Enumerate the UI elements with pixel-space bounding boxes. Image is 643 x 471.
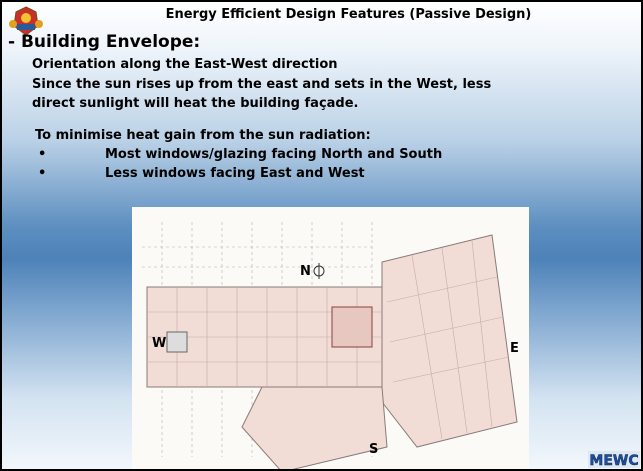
bullet-text: Less windows facing East and West: [105, 166, 365, 181]
floor-plan: N W E S: [132, 207, 529, 469]
bullet-dot: •: [38, 147, 47, 162]
compass-east: E: [510, 341, 519, 356]
compass-north: N: [300, 264, 311, 279]
section-heading: - Building Envelope:: [8, 32, 201, 52]
logo-text: MEWC: [589, 453, 638, 469]
body-line: direct sunlight will heat the building f…: [32, 96, 359, 111]
title: Energy Efficient Design Features (Passiv…: [165, 7, 532, 22]
mewc-logo: MEWC: [588, 451, 640, 469]
body-line: Orientation along the East-West directio…: [32, 57, 338, 72]
bullet-dot: •: [38, 166, 47, 181]
compass-west: W: [152, 336, 166, 351]
bullet-text: Most windows/glazing facing North and So…: [105, 147, 443, 162]
body-line: Since the sun rises up from the east and…: [32, 77, 492, 92]
intro-line: To minimise heat gain from the sun radia…: [35, 128, 371, 143]
crest-logo: [9, 6, 43, 36]
compass-south: S: [369, 442, 378, 457]
